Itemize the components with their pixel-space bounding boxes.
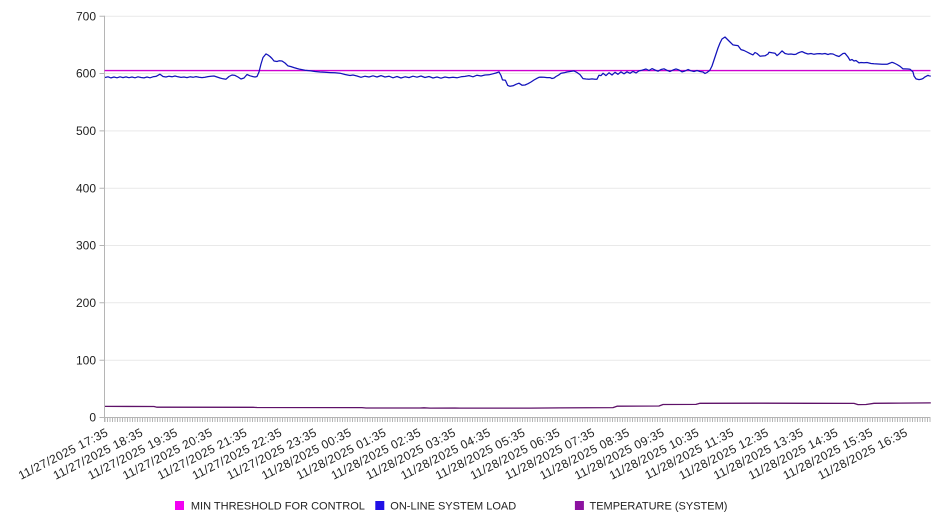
- svg-text:0: 0: [89, 411, 96, 425]
- svg-text:400: 400: [76, 181, 96, 195]
- svg-text:700: 700: [76, 9, 96, 23]
- svg-text:MIN THRESHOLD FOR CONTROL: MIN THRESHOLD FOR CONTROL: [191, 501, 365, 513]
- svg-text:500: 500: [76, 124, 96, 138]
- svg-text:ON-LINE SYSTEM LOAD: ON-LINE SYSTEM LOAD: [390, 501, 516, 513]
- svg-text:TEMPERATURE (SYSTEM): TEMPERATURE (SYSTEM): [590, 501, 728, 513]
- svg-text:100: 100: [76, 353, 96, 367]
- svg-text:300: 300: [76, 239, 96, 253]
- svg-text:600: 600: [76, 67, 96, 81]
- svg-text:200: 200: [76, 296, 96, 310]
